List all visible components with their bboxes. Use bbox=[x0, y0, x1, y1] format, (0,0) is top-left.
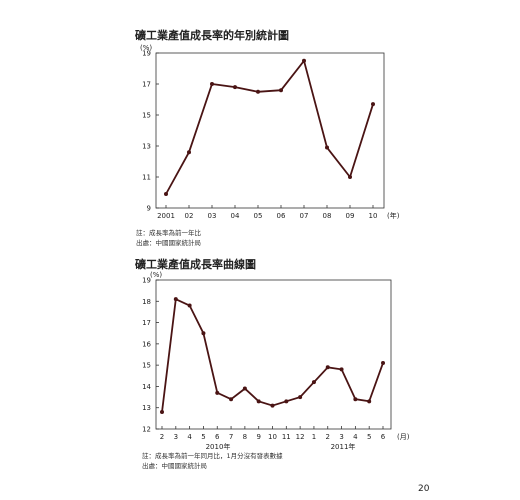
chart2-data-point bbox=[298, 395, 303, 400]
chart1-xtick-label: 03 bbox=[208, 212, 217, 220]
chart1-ytick-label: 15 bbox=[142, 112, 151, 120]
chart2-ytick-label: 19 bbox=[142, 277, 151, 285]
chart2-xtick-label: 9 bbox=[256, 433, 260, 441]
chart1-data-point bbox=[256, 89, 260, 94]
chart1-y-unit: (%) bbox=[140, 44, 153, 52]
chart2-data-point bbox=[242, 386, 247, 391]
chart2-ytick-label: 12 bbox=[142, 426, 151, 434]
chart2-data-point bbox=[215, 390, 220, 395]
chart2-xtick-label: 4 bbox=[353, 433, 358, 441]
chart2-data-point bbox=[160, 409, 164, 414]
chart2-note-2: 出處：中國國家統計局 bbox=[142, 462, 207, 470]
chart1-xtick-label: 02 bbox=[185, 212, 194, 220]
chart2-ytick-label: 16 bbox=[142, 340, 151, 348]
chart1-data-point bbox=[325, 145, 329, 150]
chart2-note-1: 註：成長率為前一年同月比，1月分沒有發表數據 bbox=[142, 452, 283, 460]
chart2-xtick-label: 3 bbox=[174, 433, 178, 441]
chart2-series-line bbox=[161, 297, 384, 413]
chart2-data-point bbox=[270, 403, 275, 408]
chart2-xtick-label: 5 bbox=[367, 433, 371, 441]
chart2-ytick-label: 13 bbox=[142, 404, 151, 412]
chart2-ytick-label: 17 bbox=[142, 319, 151, 327]
chart1-xtick-label: 04 bbox=[231, 212, 240, 220]
chart1-xtick-label: 06 bbox=[277, 212, 286, 220]
chart1-ytick-label: 19 bbox=[142, 50, 151, 58]
chart2-y-unit: (%) bbox=[150, 271, 163, 279]
chart1-note-2: 出處：中國國家統計局 bbox=[136, 239, 201, 247]
chart2-data-point bbox=[339, 367, 344, 372]
chart1-data-point bbox=[233, 85, 237, 90]
chart1-xtick-label: 2001 bbox=[157, 212, 175, 220]
chart2-xtick-label: 12 bbox=[296, 433, 305, 441]
chart2-xtick-label: 5 bbox=[201, 433, 205, 441]
chart1-data-point bbox=[164, 192, 168, 197]
chart1-title: 礦工業產值成長率的年別統計圖 bbox=[135, 29, 289, 42]
chart2-data-point bbox=[311, 380, 316, 385]
chart1-note-1: 註：成長率為前一年比 bbox=[136, 229, 201, 237]
chart2-xtick-label: 2 bbox=[326, 433, 330, 441]
chart1-frame bbox=[155, 52, 385, 209]
chart1-xtick-label: 07 bbox=[300, 212, 309, 220]
chart2-xtick-label: 11 bbox=[282, 433, 291, 441]
chart2-ytick-label: 14 bbox=[142, 383, 151, 391]
chart2-data-point bbox=[187, 303, 192, 308]
chart1-ytick-label: 11 bbox=[142, 174, 151, 182]
chart1-xtick-label: 10 bbox=[369, 212, 378, 220]
chart1-series-line bbox=[165, 58, 374, 195]
chart1-data-point bbox=[210, 82, 214, 86]
chart1-data-point bbox=[371, 102, 375, 107]
chart2-title: 礦工業產值成長率曲線圖 bbox=[135, 258, 256, 271]
chart2-data-point bbox=[284, 399, 289, 404]
chart2-year-label: 2010年 bbox=[206, 442, 231, 451]
chart1-ytick-label: 13 bbox=[142, 143, 151, 151]
chart2-data-point bbox=[367, 399, 372, 404]
chart2-data-point bbox=[201, 331, 206, 336]
chart1-xtick-label: 05 bbox=[254, 212, 263, 220]
chart2-x-unit: (月) bbox=[397, 433, 410, 441]
chart2-xtick-label: 8 bbox=[243, 433, 247, 441]
chart2-data-point bbox=[256, 399, 261, 404]
chart2-ytick-label: 18 bbox=[142, 298, 151, 306]
chart2-xtick-label: 6 bbox=[381, 433, 386, 441]
chart1-data-point bbox=[302, 58, 306, 63]
chart2-xtick-label: 3 bbox=[339, 433, 343, 441]
chart2-xtick-label: 2 bbox=[160, 433, 164, 441]
chart2-xtick-label: 10 bbox=[268, 433, 277, 441]
chart1-xtick-label: 08 bbox=[323, 212, 332, 220]
chart2-frame bbox=[155, 279, 392, 430]
chart2-xtick-label: 1 bbox=[312, 433, 316, 441]
chart2-data-point bbox=[381, 361, 385, 366]
chart2-data-point bbox=[325, 365, 330, 370]
chart1-ytick-label: 17 bbox=[142, 81, 151, 89]
chart2-data-point bbox=[173, 297, 178, 302]
chart2-year-label: 2011年 bbox=[331, 442, 356, 451]
chart2-xtick-label: 4 bbox=[187, 433, 192, 441]
chart1-xtick-label: 09 bbox=[346, 212, 355, 220]
chart2-data-point bbox=[229, 397, 234, 402]
chart2-ytick-label: 15 bbox=[142, 362, 151, 370]
chart1-ytick-label: 9 bbox=[147, 205, 151, 213]
chart2-data-point bbox=[353, 397, 358, 402]
page-number: 20 bbox=[418, 484, 430, 494]
chart1-data-point bbox=[187, 150, 191, 155]
chart1-data-point bbox=[279, 88, 283, 93]
chart1-data-point bbox=[348, 175, 352, 179]
chart2-xtick-label: 7 bbox=[229, 433, 233, 441]
chart2-xtick-label: 6 bbox=[215, 433, 220, 441]
chart1-x-unit: (年) bbox=[387, 211, 400, 220]
